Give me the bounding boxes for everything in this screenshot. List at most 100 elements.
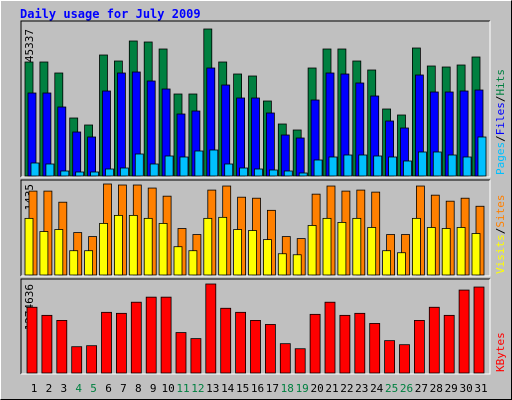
bar [114,214,123,276]
bar [205,283,217,374]
x-tick-label: 31 [474,382,487,395]
bar [417,151,427,177]
bar [146,80,156,177]
bar [295,137,305,177]
x-tick-label: 28 [430,382,443,395]
bar [179,156,189,177]
legend-entry: Visits [494,234,507,274]
bar [158,223,168,276]
bar [39,231,49,276]
bar [218,216,228,276]
bar [101,311,112,374]
bar [128,214,138,276]
x-tick-label: 24 [370,382,384,395]
panel-frame-light [21,279,491,375]
bar [224,163,234,177]
bar [188,250,198,276]
bar [388,156,398,177]
bar [309,313,321,374]
legend: Visits/Sites [494,195,507,275]
bar [134,153,144,177]
x-tick-label: 17 [266,382,279,395]
bar [456,227,466,276]
x-tick-label: 27 [415,382,428,395]
bar [477,136,487,177]
legend-entry: Pages [494,142,507,175]
x-tick-label: 13 [206,382,219,395]
bar [71,346,83,374]
bar [233,229,243,276]
bar [69,250,79,276]
bar [443,314,455,374]
bar [117,72,126,177]
bar [268,169,278,177]
bar [102,90,111,177]
bar [116,312,127,374]
bar [280,134,290,177]
bar [56,320,68,374]
bar [120,167,129,177]
legend-entry: Sites [494,195,507,228]
bar [265,112,275,177]
x-tick-label: 25 [385,382,398,395]
x-tick-label: 8 [135,382,142,395]
bar [99,223,108,276]
x-tick-label: 30 [459,382,472,395]
bar [57,106,67,177]
bar [30,162,40,177]
bar [367,227,377,276]
bar [86,345,97,374]
bar [143,217,153,276]
bar [251,97,260,177]
bar [399,344,410,374]
legend-separator: / [494,228,507,235]
bar [250,320,261,374]
x-tick-label: 11 [176,382,189,395]
bar [164,155,174,177]
bar [352,217,362,276]
bar [26,306,38,374]
bar [358,154,368,177]
bar [294,348,306,374]
chart-title: Daily usage for July 2009 [20,7,201,21]
bar [441,228,451,276]
panel-frame-light [21,180,491,277]
bar [248,230,257,276]
legend: Pages/Files/Hits [494,69,507,175]
x-tick-label: 26 [400,382,413,395]
bar [432,151,442,177]
bar [236,97,246,177]
bar [279,343,291,374]
legend-entry: KBytes [494,332,507,372]
bar [298,172,308,177]
legend-entry: Hits [494,69,507,96]
bar [397,252,406,276]
bar [343,154,353,177]
bar [264,324,276,374]
bar [75,171,85,177]
bar [235,311,247,374]
bar [283,170,293,177]
bar [262,239,272,276]
bar [313,159,323,177]
bar [54,229,64,276]
x-tick-label: 29 [445,382,458,395]
bar [471,233,481,276]
legend-separator: / [494,135,507,142]
bar [324,301,336,374]
bar [45,163,55,177]
bar [90,171,99,177]
bar [403,160,412,177]
bar [337,222,347,276]
bar [462,156,472,177]
bar [209,149,219,177]
bar [254,168,263,177]
bar [190,338,202,374]
x-tick-label: 18 [281,382,294,395]
bar [60,170,70,177]
bar [149,163,159,177]
bar [42,92,52,177]
bar [339,314,351,374]
